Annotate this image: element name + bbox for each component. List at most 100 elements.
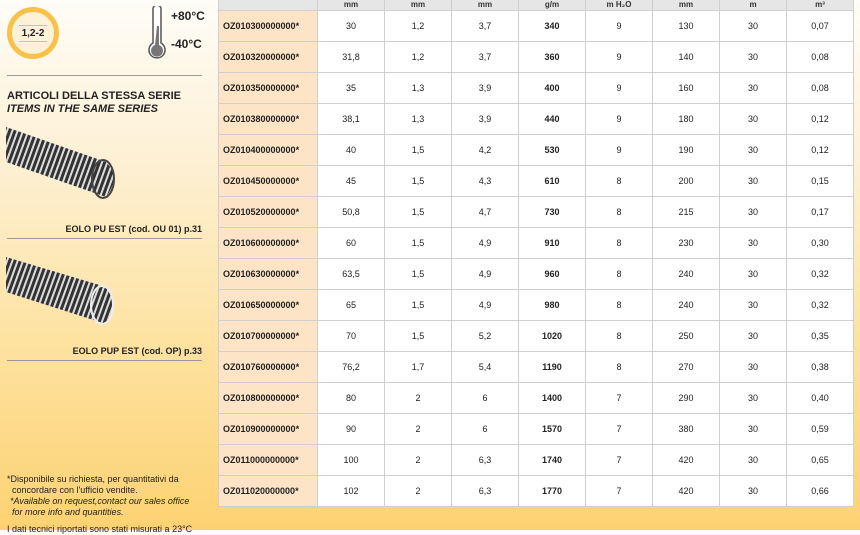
product-code: OZ011020000000* (218, 475, 318, 507)
cell: 270 (652, 351, 720, 383)
cell: 1770 (518, 475, 586, 507)
cell: 1,2 (384, 10, 452, 42)
table-row: OZ010320000000* 31,8 1,2 3,7 360 9 140 30 0,08 (218, 41, 854, 73)
cell: 160 (652, 72, 720, 104)
table-row: OZ010650000000* 65 1,5 4,9 980 8 240 30 0,32 (218, 289, 854, 321)
pressure-badge: 1,2-2 (7, 7, 59, 59)
cell: 100 (317, 444, 385, 476)
cell: 0,15 (786, 165, 854, 197)
cell: 76,2 (317, 351, 385, 383)
cell: 8 (585, 289, 653, 321)
series-item-label[interactable]: EOLO PUP EST (cod. OP) p.33 (72, 346, 202, 356)
note-it: concordare con l'ufficio vendite. (12, 485, 138, 495)
table-row: OZ010760000000* 76,2 1,7 5,4 1190 8 270 30 0,38 (218, 351, 854, 383)
cell: 180 (652, 103, 720, 135)
cell: 1,5 (384, 196, 452, 228)
product-code: OZ010600000000* (218, 227, 318, 259)
left-panel: 1,2-2 +80°C -40°C ARTICOLI DELLA STESSA … (0, 0, 210, 534)
cell: 6 (451, 413, 519, 445)
series-item-label[interactable]: EOLO PU EST (cod. OU 01) p.31 (65, 224, 202, 234)
cell: 1,2 (384, 41, 452, 73)
cell: 980 (518, 289, 586, 321)
cell: 0,59 (786, 413, 854, 445)
units-header-row: mm mm mm g/m m H₂O mm m m³ (218, 0, 854, 11)
cell: 4,9 (451, 289, 519, 321)
unit-header: g/m (518, 0, 586, 11)
cell: 30 (719, 10, 787, 42)
table-row: OZ010400000000* 40 1,5 4,2 530 9 190 30 0,12 (218, 134, 854, 166)
cell: 5,4 (451, 351, 519, 383)
cell: 3,7 (451, 41, 519, 73)
cell: 7 (585, 444, 653, 476)
cell: 1,5 (384, 289, 452, 321)
product-code: OZ010630000000* (218, 258, 318, 290)
cell: 190 (652, 134, 720, 166)
cell: 0,08 (786, 41, 854, 73)
note-measure: I dati tecnici riportati sono stati misu… (7, 524, 193, 534)
cell: 9 (585, 10, 653, 42)
product-code: OZ010450000000* (218, 165, 318, 197)
cell: 440 (518, 103, 586, 135)
cell: 60 (317, 227, 385, 259)
cell: 30 (719, 196, 787, 228)
cell: 1400 (518, 382, 586, 414)
cell: 30 (719, 134, 787, 166)
cell: 70 (317, 320, 385, 352)
cell: 230 (652, 227, 720, 259)
unit-header (218, 0, 318, 11)
cell: 38,1 (317, 103, 385, 135)
product-code: OZ010800000000* (218, 382, 318, 414)
cell: 340 (518, 10, 586, 42)
unit-header: m H₂O (585, 0, 653, 11)
hose-image-eolo-pu (6, 127, 115, 199)
cell: 1,5 (384, 134, 452, 166)
cell: 30 (719, 382, 787, 414)
cell: 1,5 (384, 227, 452, 259)
cell: 4,9 (451, 227, 519, 259)
cell: 102 (317, 475, 385, 507)
cell: 400 (518, 72, 586, 104)
cell: 4,3 (451, 165, 519, 197)
table-row: OZ010630000000* 63,5 1,5 4,9 960 8 240 30 0,32 (218, 258, 854, 290)
note-en: *Available on request,contact our sales … (10, 496, 190, 506)
cell: 30 (719, 289, 787, 321)
divider (7, 75, 202, 76)
cell: 140 (652, 41, 720, 73)
cell: 8 (585, 258, 653, 290)
cell: 31,8 (317, 41, 385, 73)
unit-header: mm (317, 0, 385, 11)
cell: 30 (719, 103, 787, 135)
cell: 8 (585, 227, 653, 259)
cell: 420 (652, 475, 720, 507)
table-row: OZ011000000000* 100 2 6,3 1740 7 420 30 0,65 (218, 444, 854, 476)
cell: 30 (719, 351, 787, 383)
table-row: OZ010380000000* 38,1 1,3 3,9 440 9 180 30 0,12 (218, 103, 854, 135)
cell: 0,08 (786, 72, 854, 104)
note-it: *Disponibile su richiesta, per quantitat… (7, 474, 179, 484)
cell: 730 (518, 196, 586, 228)
unit-header: mm (451, 0, 519, 11)
product-code: OZ010650000000* (218, 289, 318, 321)
product-code: OZ010520000000* (218, 196, 318, 228)
cell: 0,40 (786, 382, 854, 414)
cell: 65 (317, 289, 385, 321)
cell: 80 (317, 382, 385, 414)
cell: 610 (518, 165, 586, 197)
cell: 0,12 (786, 134, 854, 166)
cell: 0,07 (786, 10, 854, 42)
cell: 1020 (518, 320, 586, 352)
product-table: mm mm mm g/m m H₂O mm m m³ OZ010300000000* 30 1,2… (218, 0, 854, 507)
product-code: OZ010900000000* (218, 413, 318, 445)
table-row: OZ010800000000* 80 2 6 1400 7 290 30 0,40 (218, 382, 854, 414)
unit-header: m (719, 0, 787, 11)
cell: 4,2 (451, 134, 519, 166)
cell: 30 (719, 41, 787, 73)
cell: 1,3 (384, 72, 452, 104)
product-code: OZ010350000000* (218, 72, 318, 104)
cell: 360 (518, 41, 586, 73)
cell: 5,2 (451, 320, 519, 352)
cell: 3,9 (451, 72, 519, 104)
unit-header: m³ (786, 0, 854, 11)
product-code: OZ010380000000* (218, 103, 318, 135)
product-code: OZ010700000000* (218, 320, 318, 352)
